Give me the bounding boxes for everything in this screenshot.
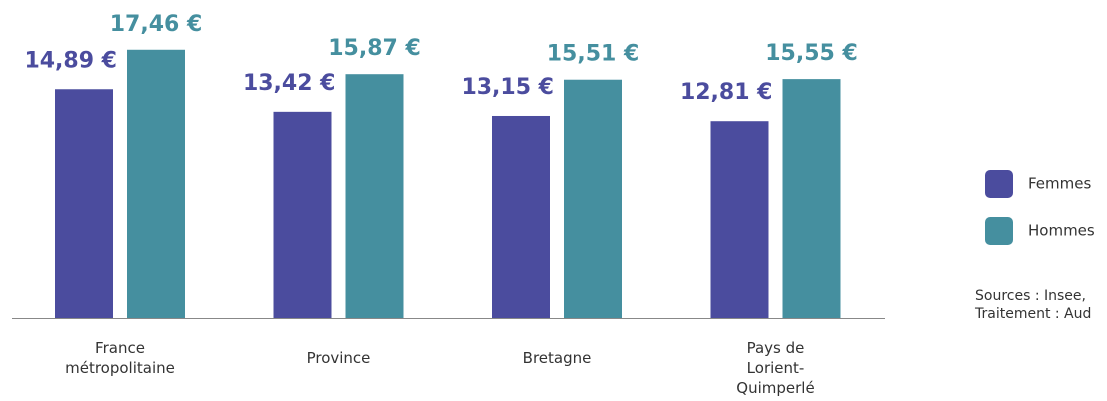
value-label: 17,46 € bbox=[110, 12, 203, 37]
x-tick-label: Bretagne bbox=[522, 349, 592, 367]
bar bbox=[564, 79, 622, 318]
bar bbox=[345, 74, 404, 318]
value-label: 15,55 € bbox=[765, 41, 858, 66]
value-label: 12,81 € bbox=[680, 80, 773, 105]
value-label: 15,87 € bbox=[328, 36, 421, 61]
bar bbox=[273, 111, 332, 319]
value-label: 13,42 € bbox=[243, 71, 336, 96]
bar bbox=[492, 115, 550, 318]
legend-label: Femmes bbox=[1028, 175, 1091, 193]
x-tick-label: France métropolitaine bbox=[65, 339, 175, 377]
value-label: 14,89 € bbox=[24, 48, 117, 73]
x-tick-label: Province bbox=[306, 349, 371, 367]
bar bbox=[782, 79, 841, 319]
source: Traitement : Aud bbox=[974, 306, 1091, 322]
value-label: 15,51 € bbox=[547, 42, 640, 67]
legend-swatch bbox=[985, 170, 1013, 198]
source: Sources : Insee, bbox=[975, 288, 1086, 304]
bar bbox=[710, 121, 769, 318]
legend-label: Hommes bbox=[1028, 222, 1095, 240]
bar bbox=[127, 49, 185, 318]
x-tick-label: Pays de Lorient-Quimperlé bbox=[736, 339, 815, 397]
legend-swatch bbox=[985, 217, 1013, 245]
bar bbox=[55, 89, 113, 319]
value-label: 13,15 € bbox=[461, 75, 554, 100]
